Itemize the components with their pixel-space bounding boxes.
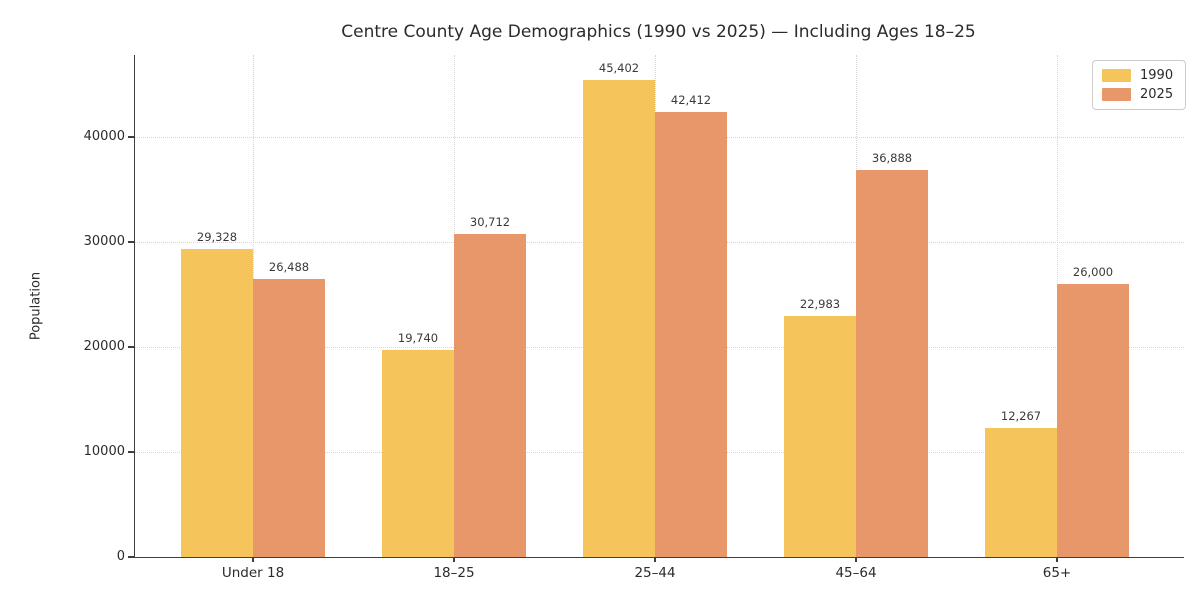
bar-2025-4 — [856, 169, 928, 557]
bar-1990-5 — [985, 428, 1057, 557]
y-tick-label: 10000 — [83, 443, 125, 459]
bar-value-label: 19,740 — [397, 330, 439, 345]
bar-value-label: 42,412 — [670, 92, 712, 107]
y-tick-label: 20000 — [83, 338, 125, 354]
bar-2025-5 — [1057, 283, 1129, 557]
y-tick-mark — [128, 136, 135, 138]
y-axis-label: Population — [28, 271, 44, 341]
y-tick-mark — [128, 241, 135, 243]
bar-value-label: 26,000 — [1072, 264, 1114, 279]
legend-label-2025: 2025 — [1140, 87, 1174, 102]
bar-1990-3 — [583, 80, 655, 557]
x-tick-label-1: Under 18 — [221, 565, 285, 581]
x-tick-label-3: 25–44 — [634, 565, 676, 581]
x-tick-label-4: 45–64 — [835, 565, 877, 581]
x-tick-label-2: 18–25 — [433, 565, 475, 581]
bar-2025-3 — [655, 111, 727, 557]
bar-1990-4 — [784, 315, 856, 557]
x-tick-mark — [855, 558, 857, 563]
x-tick-mark — [654, 558, 656, 563]
bar-1990-2 — [382, 349, 454, 557]
legend: 1990 2025 — [1092, 60, 1186, 110]
y-tick-mark — [128, 451, 135, 453]
y-tick-mark — [128, 346, 135, 348]
legend-swatch-2025 — [1102, 88, 1131, 101]
plot-area: 29,328 26,488 19,740 30,712 45,402 42,412 22,9… — [84, 55, 1184, 581]
bar-2025-2 — [454, 234, 526, 557]
bar-value-label: 30,712 — [469, 215, 511, 230]
bar-value-label: 36,888 — [871, 150, 913, 165]
bar-2025-1 — [253, 278, 325, 557]
x-tick-mark — [453, 558, 455, 563]
y-tick-label: 0 — [116, 549, 125, 564]
bar-value-label: 26,488 — [268, 259, 310, 274]
legend-swatch-1990 — [1102, 69, 1131, 82]
legend-item-2025: 2025 — [1102, 87, 1174, 102]
y-tick-label: 40000 — [83, 128, 125, 144]
bar-value-label: 12,267 — [1000, 409, 1042, 424]
y-tick-label: 30000 — [83, 233, 125, 249]
bar-value-label: 45,402 — [598, 61, 640, 76]
legend-item-1990: 1990 — [1102, 68, 1174, 83]
chart-title: Centre County Age Demographics (1990 vs … — [341, 22, 976, 42]
x-tick-mark — [252, 558, 254, 563]
bar-value-label: 22,983 — [799, 296, 841, 311]
x-tick-label-5: 65+ — [1042, 565, 1072, 581]
y-tick-mark — [128, 556, 135, 558]
legend-label-1990: 1990 — [1140, 68, 1174, 83]
x-tick-mark — [1056, 558, 1058, 563]
bar-1990-1 — [181, 249, 253, 557]
bar-value-label: 29,328 — [196, 230, 238, 244]
